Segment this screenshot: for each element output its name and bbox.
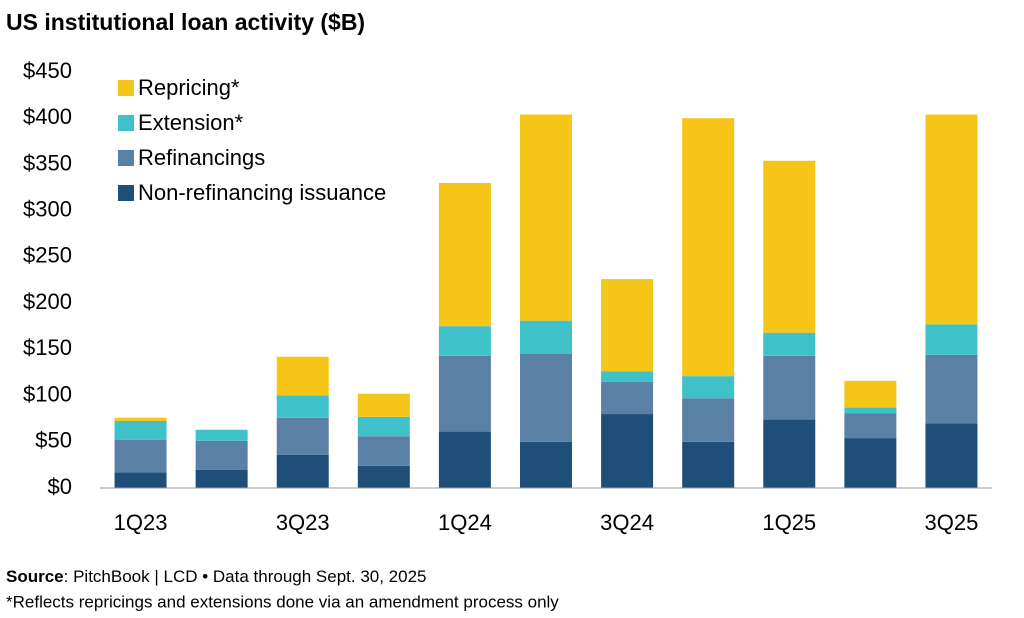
- bar-segment: [276, 454, 329, 488]
- bar-segment: [844, 438, 897, 488]
- bar-segment: [682, 441, 735, 488]
- y-tick-label: $350: [23, 150, 72, 175]
- y-tick-label: $100: [23, 381, 72, 406]
- bar-segment: [763, 355, 816, 420]
- source-text: : PitchBook | LCD • Data through Sept. 3…: [64, 567, 427, 586]
- bar-segment: [195, 429, 248, 441]
- y-tick-label: $0: [48, 474, 72, 499]
- legend-label: Non-refinancing issuance: [138, 180, 386, 205]
- bar-segment: [114, 420, 167, 440]
- y-tick-label: $200: [23, 289, 72, 314]
- legend-swatch: [118, 80, 134, 96]
- bar-segment: [763, 160, 816, 333]
- bar-segment: [763, 419, 816, 488]
- source: Source: PitchBook | LCD • Data through S…: [6, 567, 427, 586]
- bar-segment: [844, 413, 897, 439]
- bar-segment: [925, 354, 978, 424]
- bar-segment: [276, 356, 329, 396]
- y-tick-label: $450: [23, 58, 72, 83]
- y-tick-label: $50: [35, 428, 72, 453]
- y-tick-label: $150: [23, 335, 72, 360]
- legend-label: Repricing*: [138, 75, 240, 100]
- bar-segment: [844, 407, 897, 414]
- y-tick-label: $400: [23, 104, 72, 129]
- legend-swatch: [118, 150, 134, 166]
- bar-segment: [114, 472, 167, 488]
- legend-label: Refinancings: [138, 145, 265, 170]
- bar-segment: [601, 381, 654, 415]
- bar-segment: [276, 395, 329, 418]
- bar-segment: [520, 441, 572, 488]
- x-tick-label: 1Q24: [438, 510, 492, 535]
- bar-segment: [520, 353, 572, 442]
- bar-segment: [925, 114, 978, 325]
- legend-swatch: [118, 115, 134, 131]
- y-tick-label: $250: [23, 243, 72, 268]
- bar-segment: [357, 416, 410, 437]
- bar-segment: [438, 326, 491, 356]
- footnote: *Reflects repricings and extensions done…: [6, 592, 559, 611]
- bar-segment: [357, 436, 410, 466]
- bar-segment: [438, 431, 491, 488]
- bar-segment: [520, 320, 572, 354]
- bar-segment: [520, 114, 572, 321]
- bar-segment: [925, 324, 978, 355]
- bar-segment: [438, 355, 491, 432]
- bar-segment: [114, 439, 167, 473]
- bar-segment: [682, 118, 735, 377]
- legend-label: Extension*: [138, 110, 244, 135]
- x-tick-label: 1Q25: [762, 510, 816, 535]
- bar-segment: [195, 440, 248, 470]
- bar-segment: [682, 376, 735, 399]
- legend-swatch: [118, 185, 134, 201]
- bar-segment: [925, 423, 978, 488]
- bar-segment: [357, 393, 410, 417]
- bar-segment: [601, 414, 654, 488]
- bar-segment: [114, 417, 167, 421]
- bar-segment: [276, 417, 329, 455]
- bar-segment: [357, 465, 410, 488]
- bar-segment: [682, 398, 735, 442]
- x-tick-label: 3Q25: [925, 510, 979, 535]
- bar-segment: [844, 380, 897, 408]
- y-tick-label: $300: [23, 196, 72, 221]
- bar-segment: [601, 279, 654, 372]
- source-label: Source: [6, 567, 64, 586]
- bar-segment: [195, 469, 248, 488]
- x-tick-label: 1Q23: [114, 510, 168, 535]
- bar-segment: [601, 371, 654, 382]
- bar-segment: [438, 182, 491, 327]
- chart-title: US institutional loan activity ($B): [6, 9, 365, 35]
- x-tick-label: 3Q23: [276, 510, 330, 535]
- bar-segment: [763, 332, 816, 356]
- x-tick-label: 3Q24: [600, 510, 654, 535]
